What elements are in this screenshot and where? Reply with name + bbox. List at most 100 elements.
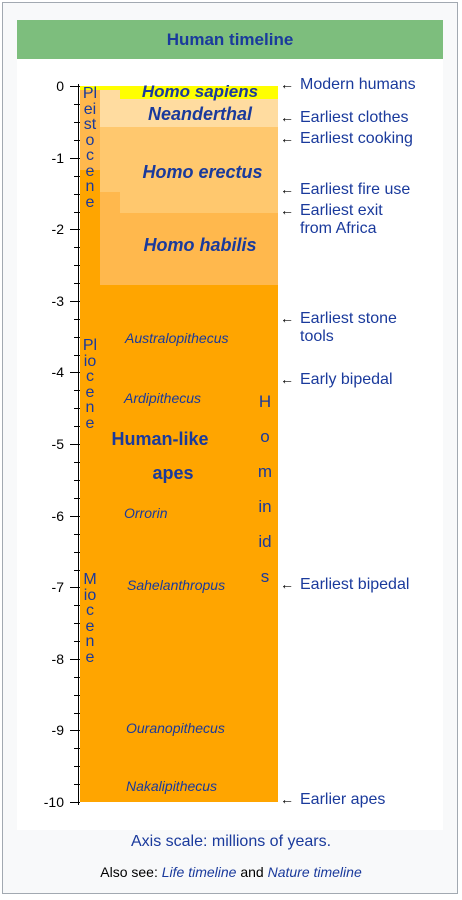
event-modern-humans: ← Modern humans (280, 75, 416, 94)
axis-minor-tick (74, 748, 80, 749)
axis-minor-tick (74, 498, 80, 499)
genus-australopithecus: Australopithecus (125, 330, 229, 346)
axis-minor-tick (74, 247, 80, 248)
axis-tick-label: -7 (51, 579, 64, 595)
axis-minor-tick (74, 426, 80, 427)
axis-tick-label: -10 (43, 794, 64, 810)
axis-major-tick (70, 229, 80, 230)
axis-major-tick (70, 158, 80, 159)
axis-minor-tick (74, 337, 80, 338)
also-see-prefix: Also see: (100, 864, 162, 880)
axis-scale-caption: Axis scale: millions of years. (130, 833, 332, 850)
axis-minor-tick (74, 140, 80, 141)
timeline-title: Human timeline (17, 20, 443, 59)
event-label: Earliest clothes (300, 109, 409, 126)
arrow-left-icon: ← (280, 109, 294, 125)
event-earliest-fire-use: ← Earliest fire use (280, 180, 410, 199)
event-label: Earliest cooking (300, 130, 413, 147)
axis-minor-tick (74, 390, 80, 391)
event-earliest-cooking: ← Earliest cooking (280, 129, 413, 148)
arrow-left-icon: ← (280, 791, 294, 807)
axis-minor-tick (74, 766, 80, 767)
genus-sahelanthropus: Sahelanthropus (127, 577, 226, 593)
link-nature-timeline[interactable]: Nature timeline (267, 864, 362, 880)
axis-tick-label: -3 (51, 293, 64, 309)
axis-minor-tick (74, 784, 80, 785)
genus-nakalipithecus: Nakalipithecus (126, 778, 218, 794)
event-earliest-clothes: ← Earliest clothes (280, 108, 409, 127)
species-homo-erectus: Homo erectus (142, 162, 263, 182)
axis-tick-label: -4 (51, 364, 64, 380)
axis-minor-tick (74, 408, 80, 409)
event-label: tools (300, 328, 334, 345)
axis-tick-label: 0 (56, 78, 64, 94)
axis-minor-tick (74, 122, 80, 123)
event-label: Earliest exit (300, 202, 383, 219)
event-earliest-bipedal: ← Earliest bipedal (280, 575, 409, 594)
species-neanderthal: Neanderthal (147, 104, 253, 124)
axis-minor-tick (74, 570, 80, 571)
genus-ouranopithecus: Ouranopithecus (126, 720, 225, 736)
genus-orrorin: Orrorin (124, 505, 168, 521)
arrow-left-icon: ← (280, 576, 294, 592)
arrow-left-icon: ← (280, 130, 294, 146)
event-earliest-stone-tools: ← Earliest stone tools (280, 309, 397, 346)
axis-minor-tick (74, 605, 80, 606)
epoch-pliocene: Pliocene (82, 337, 98, 432)
axis-minor-tick (74, 552, 80, 553)
also-see-and: and (236, 864, 268, 880)
band-sapiens-strip (80, 86, 120, 90)
link-life-timeline[interactable]: Life timeline (161, 864, 237, 880)
event-label: Earliest bipedal (300, 576, 410, 593)
axis-major-tick (70, 444, 80, 445)
event-label: Earliest stone (300, 310, 397, 327)
axis-minor-tick (74, 104, 80, 105)
event-label: from Africa (300, 220, 377, 237)
axis-minor-tick (74, 283, 80, 284)
arrow-left-icon: ← (280, 181, 294, 197)
axis-major-tick (70, 516, 80, 517)
axis-major-tick (70, 659, 80, 660)
arrow-left-icon: ← (280, 371, 294, 387)
event-earlier-apes: ← Earlier apes (280, 790, 385, 809)
event-label: Earliest fire use (300, 181, 411, 198)
axis-major-tick (70, 587, 80, 588)
epoch-pleistocene: Pleistocene (82, 85, 98, 211)
band-pleistocene-top (80, 86, 100, 170)
axis-minor-tick (74, 176, 80, 177)
species-homo-habilis: Homo habilis (143, 235, 257, 255)
species-homo-sapiens: Homo sapiens (141, 82, 259, 101)
axis-tick-label: -9 (51, 722, 64, 738)
axis-minor-tick (74, 194, 80, 195)
arrow-left-icon: ← (280, 202, 294, 218)
genus-ardipithecus: Ardipithecus (124, 390, 202, 406)
event-label: Modern humans (300, 76, 416, 93)
also-see-line: Also see: Life timeline and Nature timel… (0, 864, 462, 880)
axis-minor-tick (74, 265, 80, 266)
axis-minor-tick (74, 677, 80, 678)
axis-minor-tick (74, 623, 80, 624)
axis-tick-label: -8 (51, 651, 64, 667)
epoch-miocene: Miocene (83, 571, 97, 666)
band-homo-sapiens (120, 86, 278, 99)
axis-major-tick (70, 301, 80, 302)
event-label: Earlier apes (300, 791, 386, 808)
axis-minor-tick (74, 480, 80, 481)
axis-minor-tick (74, 319, 80, 320)
hominids-label: Hominids (257, 392, 273, 586)
axis-minor-tick (74, 462, 80, 463)
axis-minor-tick (74, 641, 80, 642)
event-label: Early bipedal (300, 371, 393, 388)
event-earliest-exit: ← Earliest exit from Africa (280, 201, 383, 238)
species-human-like-apes-1: Human-like (111, 429, 209, 449)
axis-major-tick (70, 86, 80, 87)
axis-minor-tick (74, 713, 80, 714)
axis-major-tick (70, 372, 80, 373)
axis-minor-tick (74, 534, 80, 535)
axis-major-tick (70, 730, 80, 731)
species-human-like-apes-2: apes (152, 463, 194, 483)
axis-tick-label: -1 (51, 150, 64, 166)
arrow-left-icon: ← (280, 310, 294, 326)
axis-tick-label: -2 (51, 221, 64, 237)
arrow-left-icon: ← (280, 76, 294, 92)
